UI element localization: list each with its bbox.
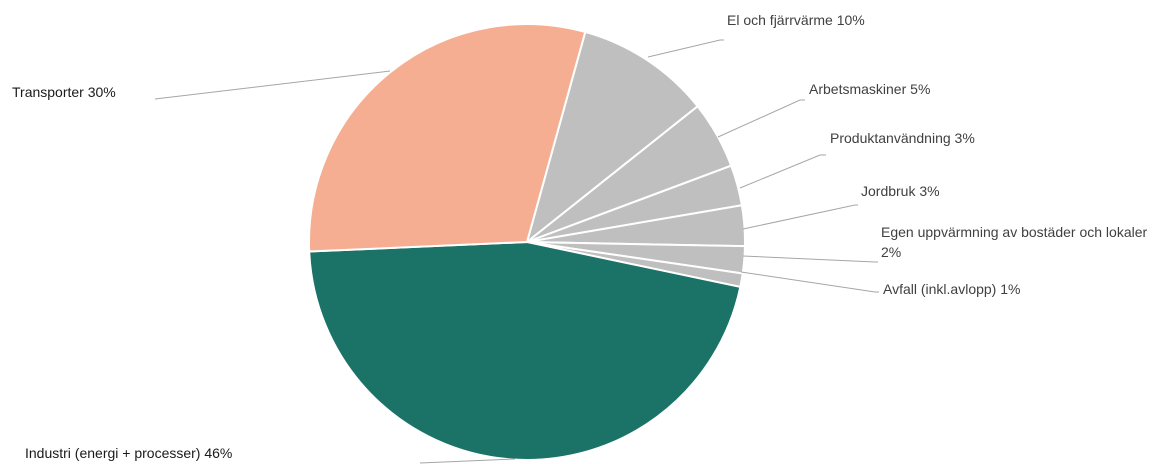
value-label: 10% — [836, 12, 865, 28]
leader-line — [647, 39, 724, 58]
value-label: 30% — [87, 84, 116, 100]
slice-label: Jordbruk 3% — [861, 181, 1161, 201]
value-label: 3% — [919, 183, 940, 199]
value-label: 2% — [881, 244, 902, 260]
pie-slice — [308, 240, 742, 461]
leader-line — [717, 99, 805, 138]
value-label: 5% — [910, 81, 931, 97]
slice-label: Industri (energi + processer) 46% — [25, 443, 425, 463]
leader-line — [742, 255, 878, 263]
category-label: Produktanvändning — [830, 130, 951, 146]
slice-label: Transporter 30% — [12, 82, 312, 102]
category-label: Arbetsmaskiner — [809, 81, 907, 97]
slice-label: El och fjärrvärme 10% — [727, 10, 1027, 30]
category-label: Egen uppvärmning av bostäder och lokaler — [881, 224, 1148, 240]
category-label: Jordbruk — [861, 183, 916, 199]
category-label: Transporter — [12, 84, 84, 100]
category-label: Avfall (inkl.avlopp) — [883, 281, 997, 297]
category-label: El och fjärrvärme — [727, 12, 833, 28]
leader-line — [740, 271, 879, 293]
slice-label: Egen uppvärmning av bostäder och lokaler… — [881, 222, 1171, 262]
value-label: 3% — [954, 130, 975, 146]
leader-line — [419, 458, 516, 464]
value-label: 46% — [204, 445, 233, 461]
pie-slice — [525, 30, 700, 245]
slice-label: Avfall (inkl.avlopp) 1% — [883, 279, 1174, 299]
category-label: Industri (energi + processer) — [25, 445, 201, 461]
slice-label: Arbetsmaskiner 5% — [809, 79, 1109, 99]
leader-line — [154, 70, 391, 100]
slice-label: Produktanvändning 3% — [830, 128, 1130, 148]
leader-line — [742, 204, 858, 230]
value-label: 1% — [1000, 281, 1021, 297]
pie-slice — [308, 23, 587, 253]
leader-line — [739, 154, 826, 189]
